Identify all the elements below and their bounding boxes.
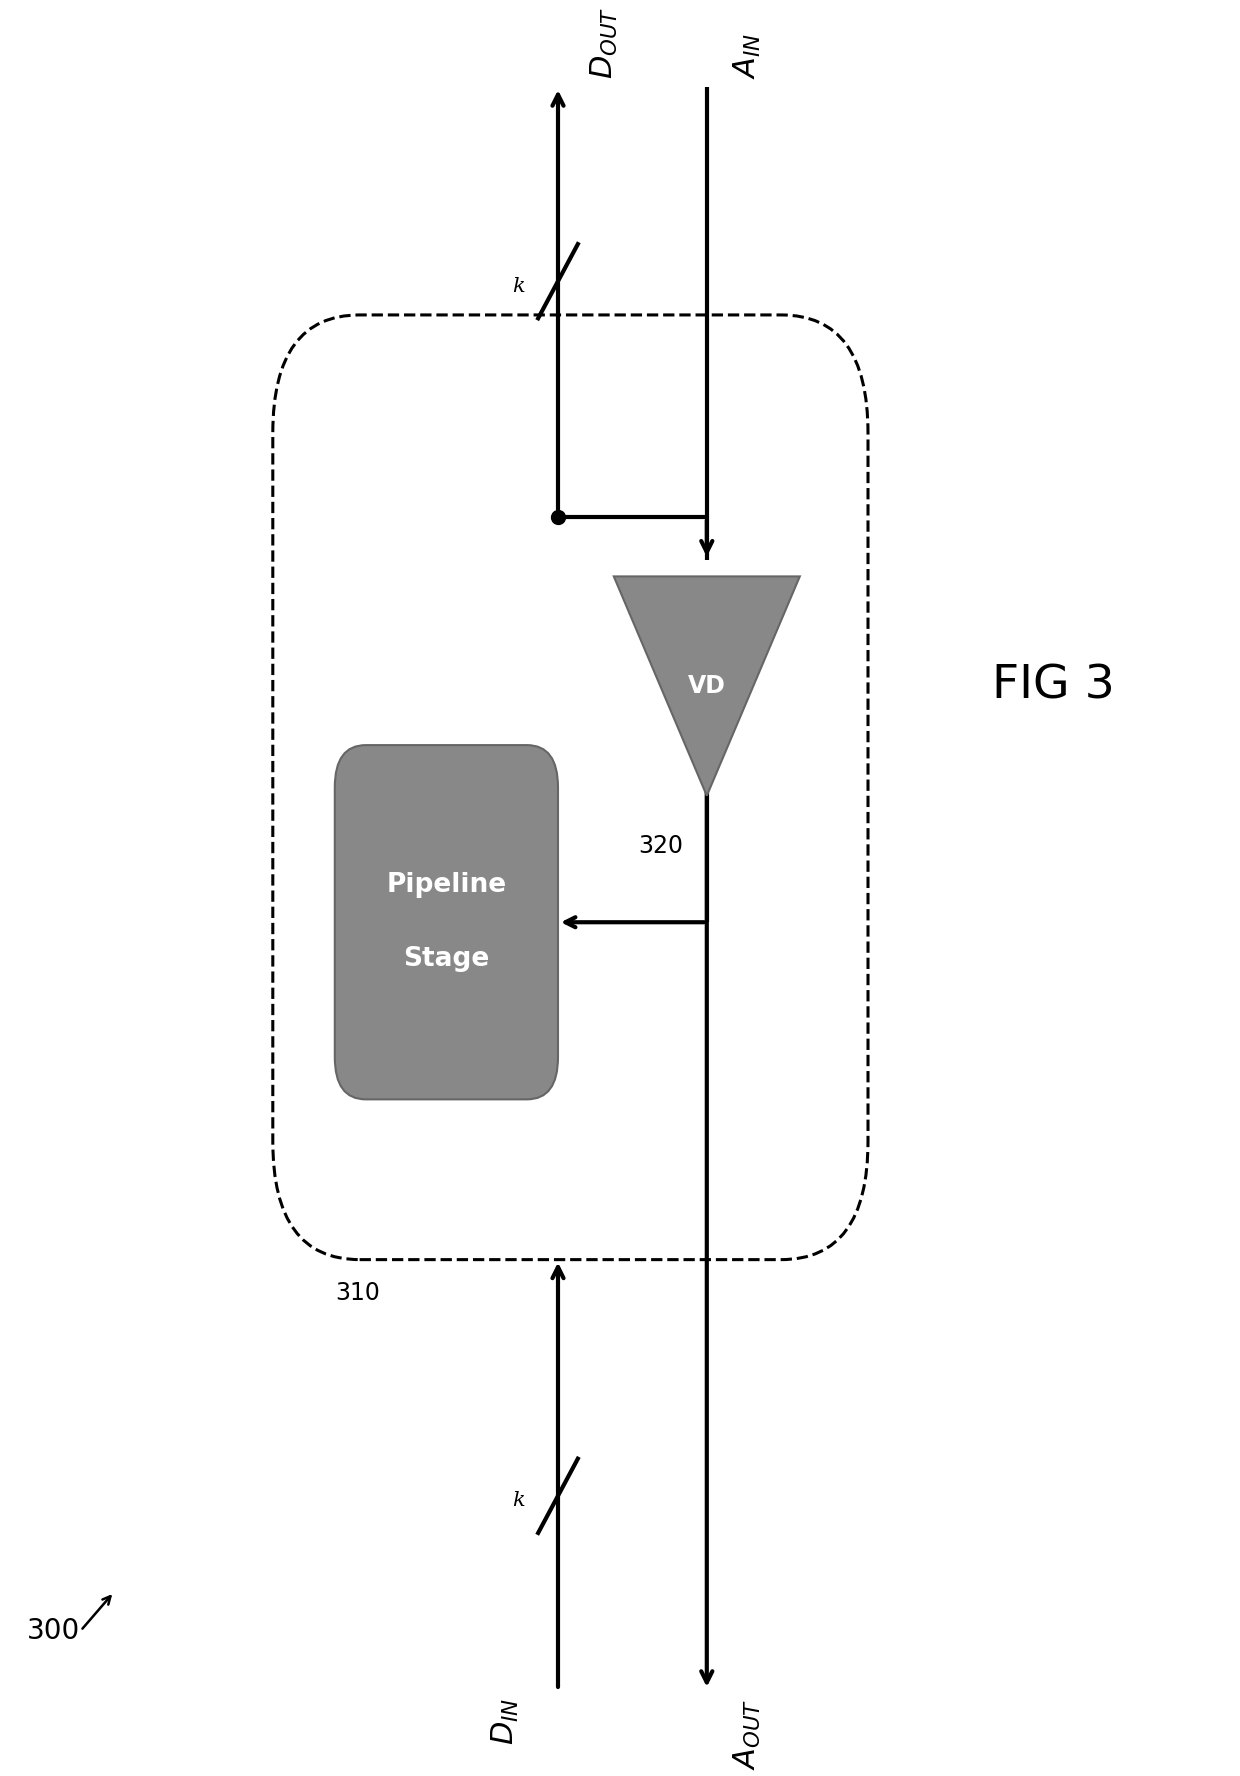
Text: $D_{OUT}$: $D_{OUT}$ <box>589 7 620 78</box>
Text: VD: VD <box>688 675 725 698</box>
Text: $A_{IN}$: $A_{IN}$ <box>732 32 763 78</box>
Text: k: k <box>512 277 525 297</box>
Text: $D_{IN}$: $D_{IN}$ <box>490 1698 521 1746</box>
Text: 300: 300 <box>27 1616 81 1645</box>
Text: Stage: Stage <box>403 947 490 971</box>
Polygon shape <box>614 577 800 796</box>
Text: k: k <box>512 1492 525 1510</box>
FancyBboxPatch shape <box>335 746 558 1099</box>
Text: FIG 3: FIG 3 <box>992 664 1115 709</box>
Text: 320: 320 <box>639 835 683 858</box>
Text: 310: 310 <box>335 1280 379 1305</box>
Text: $A_{OUT}$: $A_{OUT}$ <box>732 1698 763 1769</box>
Text: Pipeline: Pipeline <box>387 872 506 899</box>
